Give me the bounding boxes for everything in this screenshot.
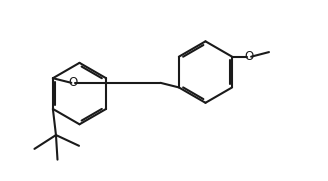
Text: O: O: [244, 50, 254, 63]
Text: O: O: [68, 76, 77, 89]
